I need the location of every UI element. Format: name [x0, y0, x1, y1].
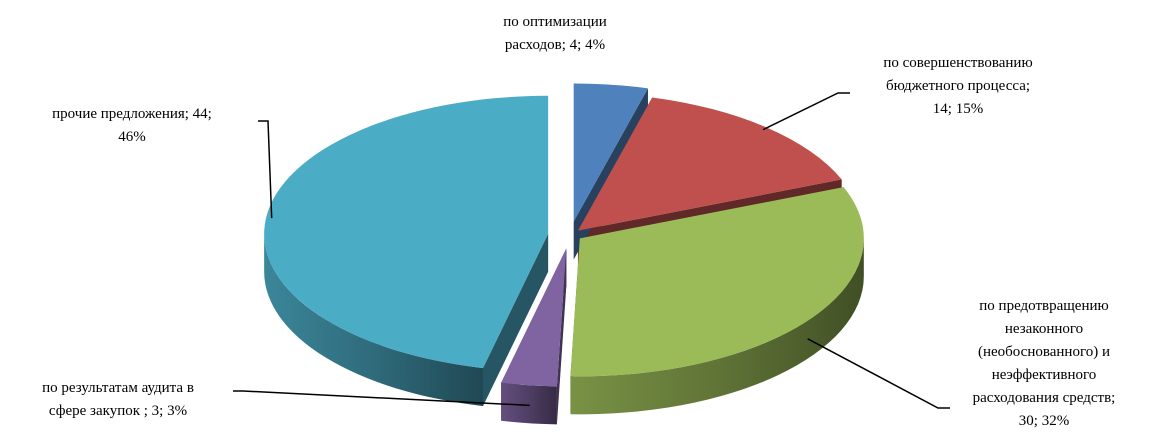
slice-prevention-label-line: расходования средств;	[973, 390, 1116, 406]
slice-procurement-audit-label: по результатам аудита в сфере закупок ; 3…	[42, 380, 194, 419]
slice-budget-process	[577, 97, 842, 231]
slice-prevention-leader-line	[807, 338, 950, 409]
slice-procurement-audit-label-line: сфере закупок ; 3; 3%	[49, 403, 187, 419]
slice-other-cut-face-0	[482, 233, 549, 407]
slice-prevention-label-line: 30; 32%	[1019, 413, 1069, 429]
slice-budget-process-label-line: по совершенствованию	[883, 55, 1032, 71]
slice-procurement-audit-leader-line	[233, 390, 530, 407]
slice-prevention-label-line: (необоснованного) и	[978, 344, 1110, 360]
slice-budget-process-label: по совершенствованию бюджетного процесса;…	[883, 55, 1032, 117]
slice-procurement-audit-side	[501, 382, 557, 425]
slice-optimization-label-line: по оптимизации	[503, 14, 607, 30]
slice-other-leader-line	[258, 120, 273, 219]
slice-procurement-audit-label-line: по результатам аудита в	[42, 380, 194, 396]
slice-optimization-label: по оптимизации расходов; 4; 4%	[503, 14, 607, 53]
slice-other	[264, 95, 549, 369]
slice-budget-process-leader-line	[762, 92, 850, 131]
slice-prevention-label-line: по предотвращению	[979, 298, 1108, 314]
slice-other-label-line: прочие предложения; 44;	[52, 106, 212, 122]
slice-other-side	[264, 233, 483, 407]
slice-optimization	[573, 83, 648, 222]
slice-other-label-line: 46%	[118, 129, 146, 145]
slice-prevention	[570, 187, 864, 377]
slice-optimization-label-line: расходов; 4; 4%	[505, 37, 605, 53]
slice-procurement-audit-cut-face-0	[556, 248, 567, 425]
slice-budget-process-label-line: 14; 15%	[933, 101, 983, 117]
slice-prevention-label: по предотвращению незаконного (необоснован…	[973, 298, 1116, 429]
slice-procurement-audit	[501, 248, 567, 387]
slice-other-label: прочие предложения; 44; 46%	[52, 106, 212, 145]
slice-prevention-label-line: неэффективного	[992, 367, 1097, 383]
slice-prevention-side	[570, 238, 864, 415]
slice-budget-process-label-line: бюджетного процесса;	[886, 78, 1030, 94]
slice-prevention-label-line: незаконного	[1005, 321, 1083, 337]
